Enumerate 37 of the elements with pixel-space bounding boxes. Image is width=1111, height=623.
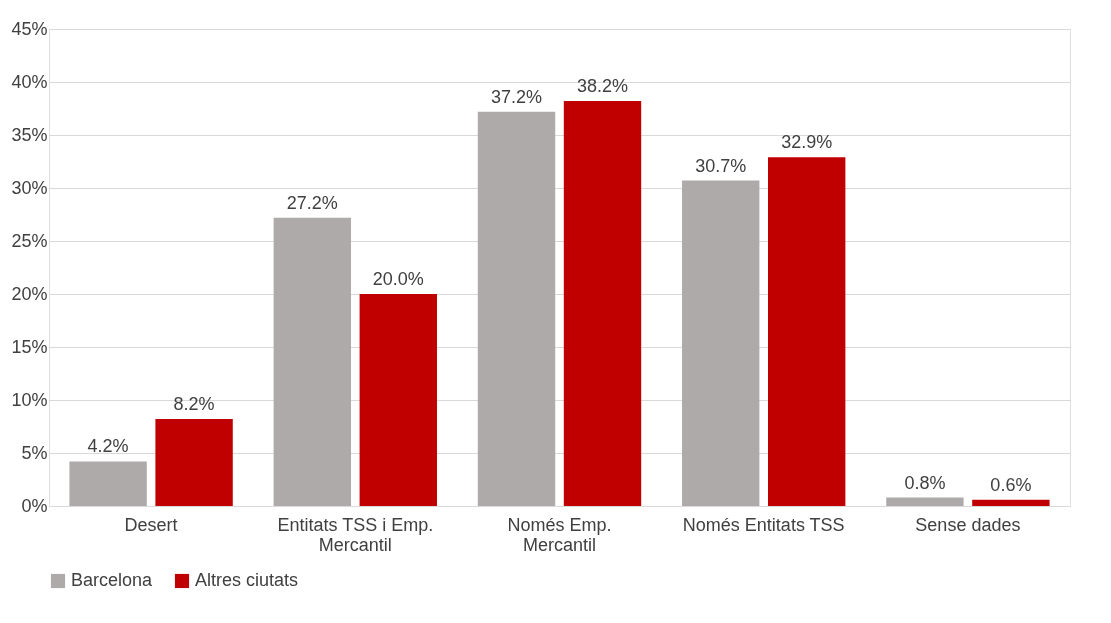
- y-tick-label: 5%: [21, 442, 48, 463]
- data-label: 38.2%: [576, 76, 629, 97]
- x-tick-label: Desert: [124, 514, 178, 535]
- y-tick-label: 20%: [11, 283, 48, 304]
- bar: [768, 157, 846, 506]
- bar: [359, 294, 437, 506]
- bar: [972, 499, 1050, 506]
- data-label: 0.8%: [904, 472, 946, 493]
- bar: [69, 461, 147, 506]
- y-tick-label: 15%: [11, 336, 48, 357]
- data-label: 0.6%: [990, 474, 1032, 495]
- bar: [886, 497, 964, 506]
- data-label: 4.2%: [87, 436, 129, 457]
- x-tick-label: Entitats TSS i Emp. Mercantil: [277, 514, 434, 555]
- y-tick-label: 30%: [11, 177, 48, 198]
- bar: [155, 419, 233, 506]
- y-tick-label: 10%: [11, 389, 48, 410]
- y-tick-label: 40%: [11, 71, 48, 92]
- data-label: 37.2%: [490, 86, 543, 107]
- y-tick-label: 35%: [11, 124, 48, 145]
- legend-label: Barcelona: [71, 570, 154, 590]
- bar: [563, 101, 642, 506]
- x-tick-label: Sense dades: [915, 514, 1021, 535]
- bar: [273, 217, 351, 506]
- bar: [682, 180, 760, 506]
- data-label: 30.7%: [695, 155, 747, 176]
- data-label: 32.9%: [781, 132, 833, 153]
- y-tick-label: 25%: [11, 230, 48, 251]
- x-tick-label: Només Emp. Mercantil: [507, 514, 612, 555]
- x-tick-label: Només Entitats TSS: [682, 514, 845, 535]
- data-label: 8.2%: [173, 394, 215, 415]
- bar: [477, 111, 556, 506]
- data-label: 27.2%: [286, 192, 338, 213]
- data-label: 20.0%: [372, 269, 424, 289]
- y-tick-label: 0%: [21, 495, 48, 516]
- legend-label: Altres ciutats: [195, 570, 299, 590]
- y-tick-label: 45%: [11, 18, 48, 39]
